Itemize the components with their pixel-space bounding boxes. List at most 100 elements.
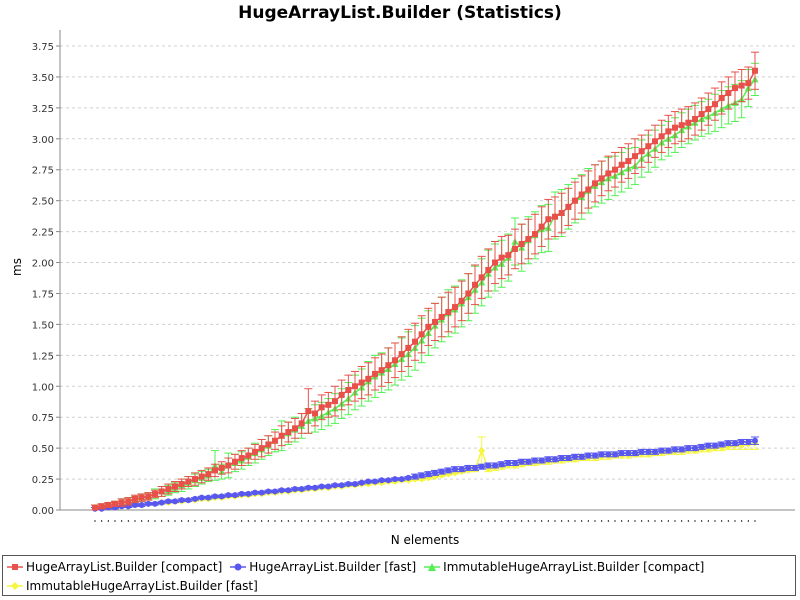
x-axis-label: N elements (391, 533, 460, 547)
data-point (512, 245, 518, 252)
data-point (132, 502, 138, 509)
legend-item: ImmutableHugeArrayList.Builder [fast] (7, 579, 258, 593)
data-point (358, 379, 365, 386)
data-point (425, 471, 432, 478)
legend-swatch-diamond (7, 582, 23, 590)
y-tick-label: 1.25 (32, 351, 54, 362)
data-point (312, 484, 318, 491)
data-point (125, 498, 132, 505)
data-point (245, 452, 252, 459)
data-point (412, 473, 418, 480)
data-point (532, 457, 538, 464)
data-point (552, 456, 558, 463)
data-point (338, 482, 345, 489)
data-point (218, 493, 225, 500)
data-point (385, 362, 392, 369)
data-point (145, 493, 152, 500)
data-point (618, 450, 625, 457)
data-point (578, 453, 585, 460)
data-point (518, 458, 525, 465)
data-point (572, 453, 578, 460)
data-point (332, 482, 338, 489)
data-point (618, 161, 625, 168)
y-axis-label: ms (10, 258, 24, 276)
chart-title: HugeArrayList.Builder (Statistics) (238, 3, 562, 23)
legend-swatch-square (7, 564, 23, 570)
data-point (152, 500, 158, 507)
series-line (94, 78, 756, 509)
data-point (105, 502, 112, 509)
data-point (192, 495, 198, 502)
data-point (405, 344, 412, 351)
data-point (385, 477, 392, 484)
data-point (338, 391, 345, 398)
y-tick-label: 3.25 (32, 104, 54, 115)
series-0 (91, 51, 759, 511)
data-point (352, 481, 358, 488)
data-point (198, 473, 205, 480)
data-point (698, 111, 705, 118)
data-point (725, 440, 732, 447)
data-point (165, 498, 172, 505)
y-tick-label: 0.00 (32, 506, 54, 517)
series-line (95, 439, 756, 510)
y-tick-label: 2.25 (32, 228, 54, 239)
data-point (365, 478, 372, 485)
data-point (378, 367, 385, 374)
data-point (285, 487, 292, 494)
data-point (172, 498, 178, 505)
data-point (485, 462, 492, 469)
data-point (312, 410, 318, 417)
data-point (445, 309, 452, 316)
y-tick-label: 3.00 (32, 135, 54, 146)
data-point (438, 313, 445, 320)
data-point (678, 446, 685, 453)
data-point (705, 106, 712, 113)
data-point (512, 459, 518, 466)
data-point (632, 153, 638, 160)
data-point (265, 488, 272, 495)
data-point (372, 370, 378, 377)
axes: 0.00 0.25 0.50 0.75 1.00 1.25 1.50 1.75 2.00 2.25… (32, 30, 795, 522)
data-point (465, 464, 472, 471)
data-point (172, 483, 178, 490)
data-point (638, 448, 645, 455)
data-point (645, 448, 652, 455)
data-point (392, 357, 398, 364)
data-point (258, 445, 265, 452)
data-point (692, 445, 698, 452)
data-point (672, 124, 678, 131)
data-point (165, 485, 172, 492)
data-point (225, 492, 232, 499)
data-point (452, 466, 458, 473)
series-line (94, 70, 756, 509)
data-point (725, 90, 732, 97)
data-point (745, 80, 752, 87)
data-point (718, 94, 725, 101)
data-point (745, 438, 752, 445)
data-point (752, 67, 758, 74)
data-point (592, 452, 598, 459)
legend-swatch-triangle (424, 563, 441, 571)
data-point (298, 420, 305, 427)
legend-swatch-circle (230, 563, 247, 571)
data-point (345, 481, 352, 488)
data-point (145, 500, 152, 507)
data-point (505, 252, 512, 259)
data-point (265, 441, 272, 448)
data-point (285, 429, 292, 436)
data-point (178, 497, 185, 504)
data-point (405, 474, 412, 481)
data-point (298, 485, 305, 492)
data-point (545, 456, 552, 463)
data-point (738, 438, 745, 445)
data-point (332, 398, 338, 405)
data-point (352, 383, 358, 390)
data-point (432, 469, 438, 476)
chart-plot: 0.00 0.25 0.50 0.75 1.00 1.25 1.50 1.75 2.00 2.25… (10, 30, 795, 547)
data-point (252, 448, 258, 455)
data-point (185, 478, 192, 485)
y-tick-label: 2.00 (32, 259, 54, 270)
legend-label: HugeArrayList.Builder [fast] (249, 560, 417, 574)
legend-label: ImmutableHugeArrayList.Builder [compact] (443, 560, 705, 574)
